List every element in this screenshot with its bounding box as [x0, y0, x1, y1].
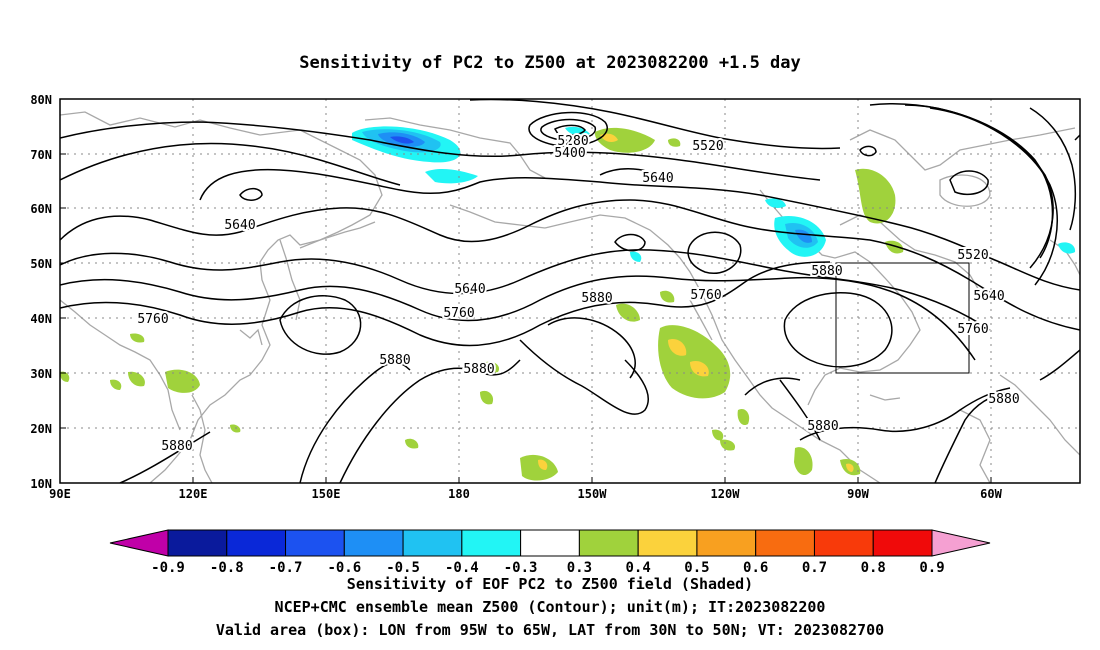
contour-label: 5760	[957, 322, 988, 337]
colorbar-segment	[520, 529, 580, 557]
contour-label: 5880	[807, 419, 838, 434]
longitude-axis: 90E 120E 150E 180 150W 120W 90W 60W	[49, 477, 1003, 501]
colorbar-label: -0.7	[269, 560, 303, 576]
colorbar-label: -0.3	[504, 560, 538, 576]
colorbar-segment	[755, 529, 815, 557]
colorbar-segment	[637, 529, 698, 557]
colorbar-segment	[461, 529, 522, 557]
lat-label: 20N	[30, 422, 52, 436]
lon-label: 90E	[49, 487, 71, 501]
colorbar-segment	[167, 529, 228, 557]
colorbar-label: -0.5	[386, 560, 420, 576]
colorbar-segment	[109, 529, 169, 557]
map-plot-area: 5280 5400 5520 5640 5640 5640 5760 5760 …	[60, 99, 1080, 483]
contour-label: 5880	[463, 362, 494, 377]
shaded-sensitivity	[60, 126, 1076, 481]
lon-label: 90W	[847, 487, 869, 501]
contour-label: 5760	[137, 312, 168, 327]
colorbar-segment	[343, 529, 404, 557]
colorbar-label: -0.9	[151, 560, 185, 576]
colorbar-segment	[813, 529, 874, 557]
lon-label: 150E	[312, 487, 341, 501]
contour-label: 5880	[379, 353, 410, 368]
contour-label: 5520	[957, 248, 988, 263]
contour-label: 5760	[443, 306, 474, 321]
lat-label: 80N	[30, 93, 52, 107]
colorbar-label: 0.4	[626, 560, 651, 576]
caption-line-1: Sensitivity of EOF PC2 to Z500 field (Sh…	[347, 575, 753, 593]
latitude-axis: 80N 70N 60N 50N 40N 30N 20N 10N	[30, 93, 66, 491]
contour-label: 5880	[581, 291, 612, 306]
colorbar-label: 0.8	[861, 560, 886, 576]
lat-label: 70N	[30, 148, 52, 162]
lon-label: 120E	[179, 487, 208, 501]
contour-label: 5640	[454, 282, 485, 297]
map-frame	[59, 98, 1081, 484]
lat-label: 30N	[30, 367, 52, 381]
colorbar-label: -0.6	[327, 560, 361, 576]
colorbar-label: -0.4	[445, 560, 479, 576]
lat-label: 40N	[30, 312, 52, 326]
contour-label: 5880	[161, 439, 192, 454]
map-title: Sensitivity of PC2 to Z500 at 2023082200…	[299, 53, 801, 73]
caption-line-2: NCEP+CMC ensemble mean Z500 (Contour); u…	[275, 598, 826, 616]
colorbar-segment	[696, 529, 757, 557]
contour-label: 5880	[811, 264, 842, 279]
lon-label: 120W	[711, 487, 741, 501]
gridlines	[60, 99, 1080, 483]
lon-label: 180	[448, 487, 470, 501]
z500-contours	[60, 99, 1080, 483]
lon-label: 150W	[578, 487, 608, 501]
coastlines	[60, 111, 1080, 483]
colorbar-segment	[872, 529, 933, 557]
colorbar-segment	[226, 529, 287, 557]
colorbar-label: 0.3	[567, 560, 592, 576]
contour-label: 5520	[692, 139, 723, 154]
contour-label: 5640	[973, 289, 1004, 304]
colorbar-label: 0.9	[919, 560, 944, 576]
colorbar-label: 0.7	[802, 560, 827, 576]
lat-label: 60N	[30, 202, 52, 216]
colorbar: -0.9 -0.8 -0.7 -0.6 -0.5 -0.4 -0.3 0.3 0.4 0.5 0.6…	[109, 529, 991, 576]
lat-label: 10N	[30, 477, 52, 491]
contour-label: 5400	[554, 146, 585, 161]
contour-labels: 5280 5400 5520 5640 5640 5640 5760 5760 …	[135, 132, 1021, 456]
contour-label: 5640	[224, 218, 255, 233]
colorbar-segment	[285, 529, 345, 557]
lon-label: 60W	[980, 487, 1002, 501]
colorbar-segment	[402, 529, 463, 557]
lat-label: 50N	[30, 257, 52, 271]
caption-line-3: Valid area (box): LON from 95W to 65W, L…	[216, 621, 884, 639]
contour-label: 5760	[690, 288, 721, 303]
colorbar-label: -0.8	[210, 560, 244, 576]
valid-area-box	[835, 262, 970, 374]
colorbar-segment	[578, 529, 639, 557]
contour-label: 5280	[557, 134, 588, 149]
contour-label: 5640	[642, 171, 673, 186]
colorbar-label: 0.6	[743, 560, 768, 576]
colorbar-segment	[931, 529, 991, 557]
contour-label: 5880	[988, 392, 1019, 407]
colorbar-label: 0.5	[684, 560, 709, 576]
